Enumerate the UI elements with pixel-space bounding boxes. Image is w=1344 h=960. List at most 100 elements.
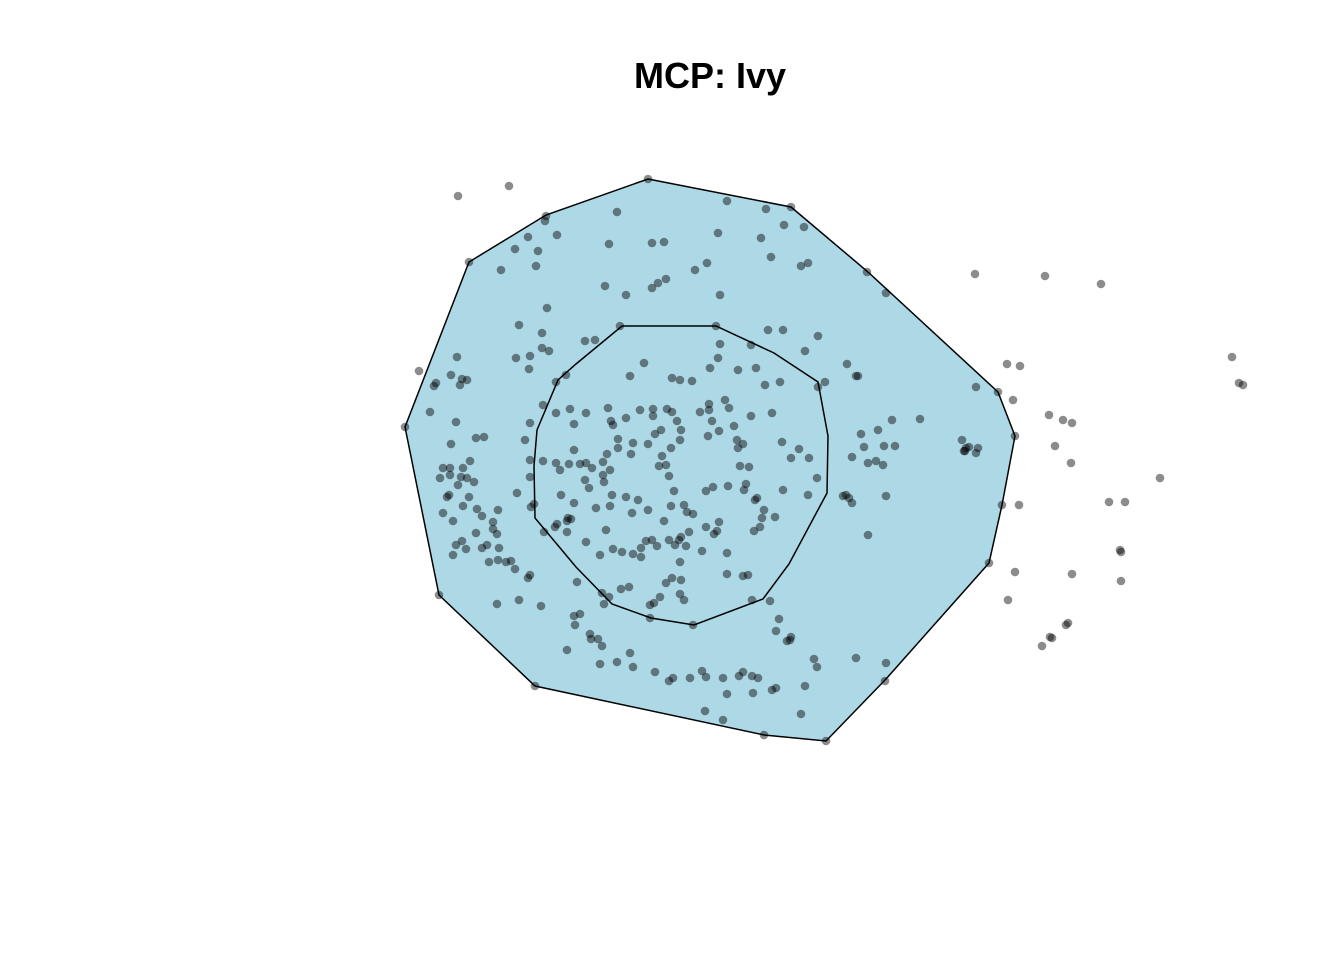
location-point-239 <box>704 399 714 409</box>
location-point-200 <box>771 683 781 693</box>
location-point-299 <box>650 429 660 439</box>
location-point-344 <box>881 658 891 668</box>
location-point-217 <box>765 596 775 606</box>
location-point-240 <box>720 395 730 405</box>
location-point-246 <box>786 453 796 463</box>
location-point-152 <box>563 513 573 523</box>
location-point-209 <box>800 681 810 691</box>
location-point-137 <box>551 408 561 418</box>
location-point-234 <box>714 426 724 436</box>
location-point-7 <box>496 265 506 275</box>
location-point-134 <box>565 404 575 414</box>
location-point-138 <box>569 445 579 455</box>
location-point-41 <box>580 336 590 346</box>
location-point-321 <box>844 493 854 503</box>
location-point-147 <box>599 477 609 487</box>
location-point-127 <box>525 455 535 465</box>
location-point-188 <box>628 662 638 672</box>
location-point-109 <box>482 540 492 550</box>
location-point-115 <box>477 543 487 553</box>
location-point-180 <box>593 634 603 644</box>
location-point-161 <box>641 536 651 546</box>
location-point-251 <box>778 485 788 495</box>
location-point-208 <box>796 709 806 719</box>
location-point-76 <box>462 375 472 385</box>
location-point-113 <box>457 536 467 546</box>
location-point-121 <box>523 573 533 583</box>
location-point-169 <box>649 598 659 608</box>
location-point-101 <box>448 516 458 526</box>
location-points <box>400 174 1248 746</box>
location-point-325 <box>847 452 857 462</box>
location-point-356 <box>1058 415 1068 425</box>
location-point-278 <box>666 501 676 511</box>
location-point-196 <box>734 671 744 681</box>
location-point-142 <box>581 458 591 468</box>
location-point-43 <box>615 321 625 331</box>
location-point-297 <box>613 434 623 444</box>
location-point-83 <box>446 439 456 449</box>
location-point-219 <box>738 571 748 581</box>
location-point-133 <box>538 400 548 410</box>
location-point-265 <box>667 573 677 583</box>
location-point-13 <box>722 196 732 206</box>
location-point-10 <box>510 244 520 254</box>
location-point-159 <box>628 549 638 559</box>
location-point-207 <box>821 736 831 746</box>
location-point-4 <box>541 211 551 221</box>
location-point-35 <box>464 257 474 267</box>
location-point-353 <box>1002 359 1012 369</box>
location-point-88 <box>445 463 455 473</box>
location-point-105 <box>488 517 498 527</box>
location-point-279 <box>669 486 679 496</box>
location-point-374 <box>1047 633 1057 643</box>
location-point-23 <box>621 290 631 300</box>
location-point-230 <box>744 462 754 472</box>
location-point-140 <box>555 465 565 475</box>
location-point-22 <box>600 281 610 291</box>
location-point-241 <box>724 403 734 413</box>
location-point-95 <box>469 477 479 487</box>
location-point-176 <box>575 609 585 619</box>
location-point-151 <box>552 519 562 529</box>
location-point-317 <box>550 522 560 532</box>
location-point-51 <box>853 371 863 381</box>
location-point-197 <box>738 667 748 677</box>
location-point-282 <box>654 461 664 471</box>
location-point-154 <box>562 527 572 537</box>
location-point-58 <box>713 353 723 363</box>
location-point-298 <box>628 438 638 448</box>
location-point-177 <box>569 611 579 621</box>
location-point-347 <box>863 530 873 540</box>
location-point-68 <box>551 377 561 387</box>
location-point-61 <box>751 363 761 373</box>
location-point-302 <box>626 449 636 459</box>
location-point-185 <box>562 645 572 655</box>
location-point-378 <box>1227 352 1237 362</box>
location-point-264 <box>676 575 686 585</box>
location-point-224 <box>770 512 780 522</box>
location-point-163 <box>652 541 662 551</box>
location-point-376 <box>1040 271 1050 281</box>
location-point-148 <box>556 490 566 500</box>
location-point-341 <box>971 448 981 458</box>
location-point-231 <box>733 443 743 453</box>
location-point-232 <box>738 439 748 449</box>
location-point-238 <box>695 407 705 417</box>
location-point-16 <box>756 233 766 243</box>
location-point-49 <box>851 371 861 381</box>
location-point-263 <box>675 557 685 567</box>
location-point-14 <box>761 204 771 214</box>
location-point-187 <box>625 648 635 658</box>
location-point-19 <box>604 239 614 249</box>
location-point-3 <box>786 202 796 212</box>
location-point-228 <box>741 479 751 489</box>
location-point-96 <box>444 490 454 500</box>
location-point-271 <box>684 527 694 537</box>
location-point-285 <box>675 435 685 445</box>
location-point-310 <box>633 495 643 505</box>
location-point-54 <box>760 380 770 390</box>
location-point-333 <box>881 491 891 501</box>
location-point-225 <box>759 505 769 515</box>
location-point-290 <box>648 404 658 414</box>
